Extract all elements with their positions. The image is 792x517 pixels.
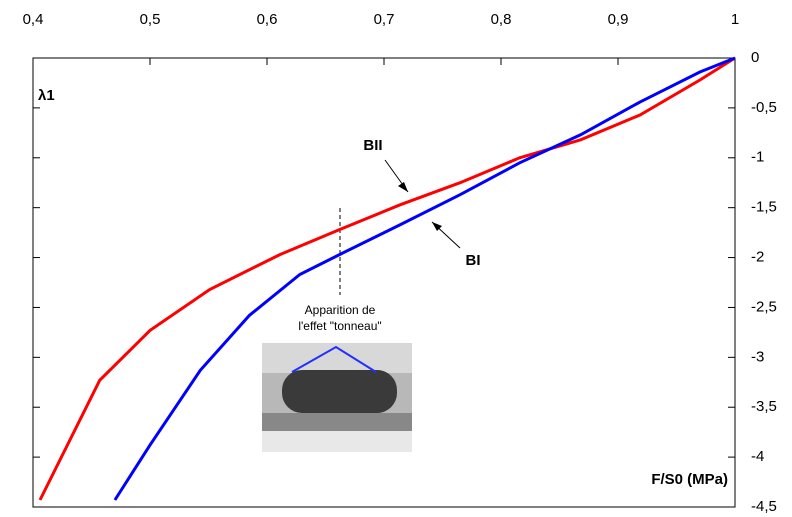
series-label: BI: [466, 252, 481, 269]
x-tick-label: 0,5: [140, 11, 161, 28]
y-tick-label: -0,5: [751, 99, 777, 116]
y-tick-label: -2,5: [751, 298, 777, 315]
x-tick-label: 0,8: [491, 11, 512, 28]
photo: [262, 343, 412, 452]
y-tick-label: -3,5: [751, 398, 777, 415]
arrow-head: [398, 182, 408, 192]
y-tick-label: -4: [751, 448, 764, 465]
y-tick-label: -3: [751, 348, 764, 365]
y-tick-label: -2: [751, 249, 764, 266]
series-line: [113, 56, 736, 501]
y-tick-label: -1: [751, 149, 764, 166]
arrow-head: [432, 222, 442, 231]
x-tick-label: 0,9: [608, 11, 629, 28]
x-tick-label: 0,7: [374, 11, 395, 28]
x-tick-label: 1: [731, 11, 739, 28]
y-tick-label: 0: [751, 49, 759, 66]
x-tick-label: 0,4: [23, 11, 44, 28]
y-axis-label: λ1: [38, 87, 55, 104]
x-axis-label: F/S0 (MPa): [651, 471, 728, 488]
x-tick-label: 0,6: [257, 11, 278, 28]
series-line: [38, 56, 736, 501]
y-tick-label: -4,5: [751, 498, 777, 515]
y-tick-label: -1,5: [751, 199, 777, 216]
series-label: BII: [363, 137, 382, 154]
annotation: l'effet "tonneau": [298, 319, 381, 333]
annotation: Apparition de: [305, 303, 376, 317]
